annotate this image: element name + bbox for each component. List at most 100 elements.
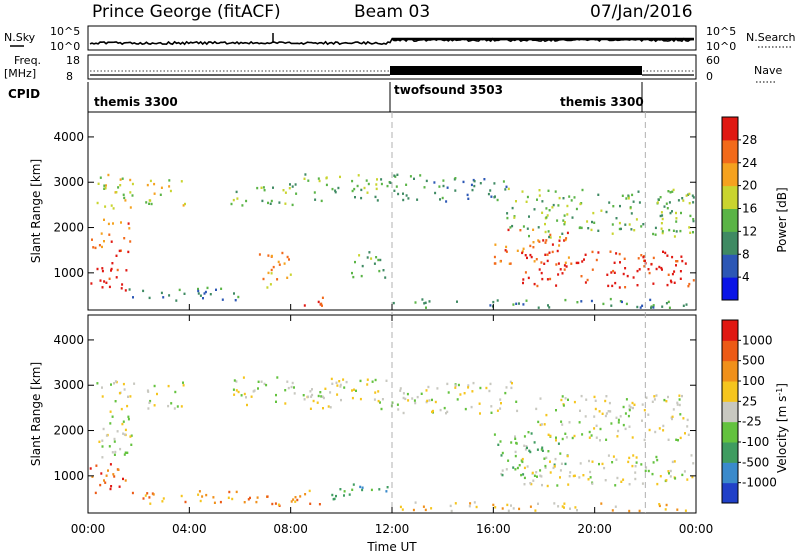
data-point-1-11 [681, 394, 683, 398]
data-point-0-14 [597, 193, 600, 196]
data-point-0-14 [537, 226, 540, 229]
data-point-0-14 [627, 195, 630, 198]
data-point-0-4 [153, 182, 156, 186]
data-point-1-9 [582, 474, 585, 477]
data-point-0-8 [386, 184, 389, 188]
data-point-1-11 [631, 401, 634, 405]
data-point-1-6 [331, 382, 334, 385]
data-point-0-14 [619, 204, 621, 208]
data-point-0-3 [129, 206, 132, 209]
data-point-1-7 [505, 386, 508, 389]
data-point-0-12 [549, 233, 552, 237]
data-point-1-7 [434, 400, 437, 404]
data-point-0-14 [620, 227, 622, 231]
data-point-1-11 [662, 424, 665, 428]
data-point-1-11 [628, 404, 631, 407]
data-point-0-7 [236, 197, 239, 200]
data-point-1-9 [644, 469, 647, 472]
data-point-1-6 [377, 399, 380, 403]
data-point-1-9 [598, 462, 600, 466]
cpid-label: CPID [8, 87, 40, 101]
data-point-0-15 [515, 302, 518, 305]
data-point-0-13 [619, 261, 621, 264]
data-point-1-9 [631, 464, 634, 468]
ytick-label-0-1: 2000 [53, 221, 84, 235]
data-point-0-2 [127, 250, 130, 254]
data-point-1-6 [379, 401, 381, 404]
data-point-1-10 [412, 508, 415, 512]
data-point-1-5 [331, 493, 334, 497]
data-point-0-15 [652, 304, 655, 307]
colorbar-swatch-1-5 [722, 381, 738, 402]
data-point-0-13 [688, 282, 691, 286]
data-point-1-9 [611, 461, 614, 464]
data-point-0-13 [644, 259, 646, 262]
data-point-1-8 [530, 432, 533, 435]
data-point-0-10 [128, 288, 131, 291]
data-point-0-13 [636, 269, 639, 273]
noise-panel: N.Sky 10^5 10^0 10^5 10^0 N.Search [4, 25, 796, 53]
data-point-1-7 [446, 382, 449, 386]
data-point-1-3 [148, 496, 151, 499]
data-point-0-13 [559, 268, 562, 271]
data-point-0-14 [659, 214, 662, 218]
data-point-0-13 [540, 271, 543, 275]
data-point-0-14 [689, 231, 692, 234]
data-point-0-12 [507, 228, 510, 232]
data-point-1-9 [669, 475, 672, 478]
data-point-0-8 [313, 191, 316, 194]
data-point-1-6 [381, 398, 384, 401]
data-point-1-7 [402, 411, 405, 415]
data-point-1-1 [102, 427, 105, 431]
data-point-1-11 [573, 434, 576, 438]
data-point-0-13 [549, 277, 552, 281]
data-point-0-12 [493, 255, 496, 259]
data-point-0-2 [103, 218, 105, 221]
data-point-0-12 [532, 246, 535, 249]
ytick-label-0-2: 3000 [53, 175, 84, 189]
data-point-0-11 [416, 198, 419, 201]
data-point-1-11 [617, 418, 620, 422]
data-point-0-0 [96, 267, 99, 271]
data-point-0-15 [685, 303, 688, 306]
ytick-label-1-1: 2000 [53, 424, 84, 438]
data-point-0-12 [564, 261, 567, 264]
data-point-1-8 [514, 450, 517, 454]
data-point-1-5 [339, 488, 342, 491]
data-point-0-12 [544, 241, 547, 244]
data-point-1-6 [312, 399, 315, 403]
data-point-1-11 [588, 436, 591, 439]
data-point-0-5 [278, 263, 281, 266]
data-point-1-5 [378, 488, 381, 491]
data-point-1-6 [284, 402, 287, 405]
data-point-0-12 [535, 258, 538, 261]
data-point-0-10 [206, 286, 209, 290]
data-point-0-10 [168, 294, 171, 297]
data-point-1-10 [399, 505, 402, 509]
data-point-1-7 [447, 391, 450, 394]
data-point-1-1 [114, 380, 117, 383]
data-point-1-4 [292, 498, 295, 501]
data-point-0-9 [361, 264, 364, 268]
data-point-1-1 [113, 453, 116, 456]
data-point-0-13 [666, 254, 669, 257]
data-point-0-13 [611, 284, 614, 288]
data-point-0-15 [602, 302, 605, 306]
beam-title: Beam 03 [354, 2, 430, 22]
data-point-1-11 [617, 429, 620, 433]
data-point-1-3 [197, 493, 200, 496]
data-point-0-14 [600, 209, 603, 212]
data-point-1-7 [414, 401, 417, 405]
data-point-1-6 [319, 391, 322, 394]
data-point-1-11 [663, 398, 666, 402]
data-point-1-6 [322, 407, 324, 410]
data-point-1-1 [129, 435, 132, 438]
data-point-0-0 [116, 268, 119, 272]
data-point-0-15 [649, 298, 652, 302]
data-point-0-14 [672, 229, 675, 232]
data-point-1-7 [404, 397, 407, 401]
data-point-1-1 [127, 415, 130, 418]
colorbar-tick-0-2: 12 [742, 224, 757, 238]
data-point-1-9 [604, 479, 607, 482]
data-point-1-6 [316, 401, 319, 404]
